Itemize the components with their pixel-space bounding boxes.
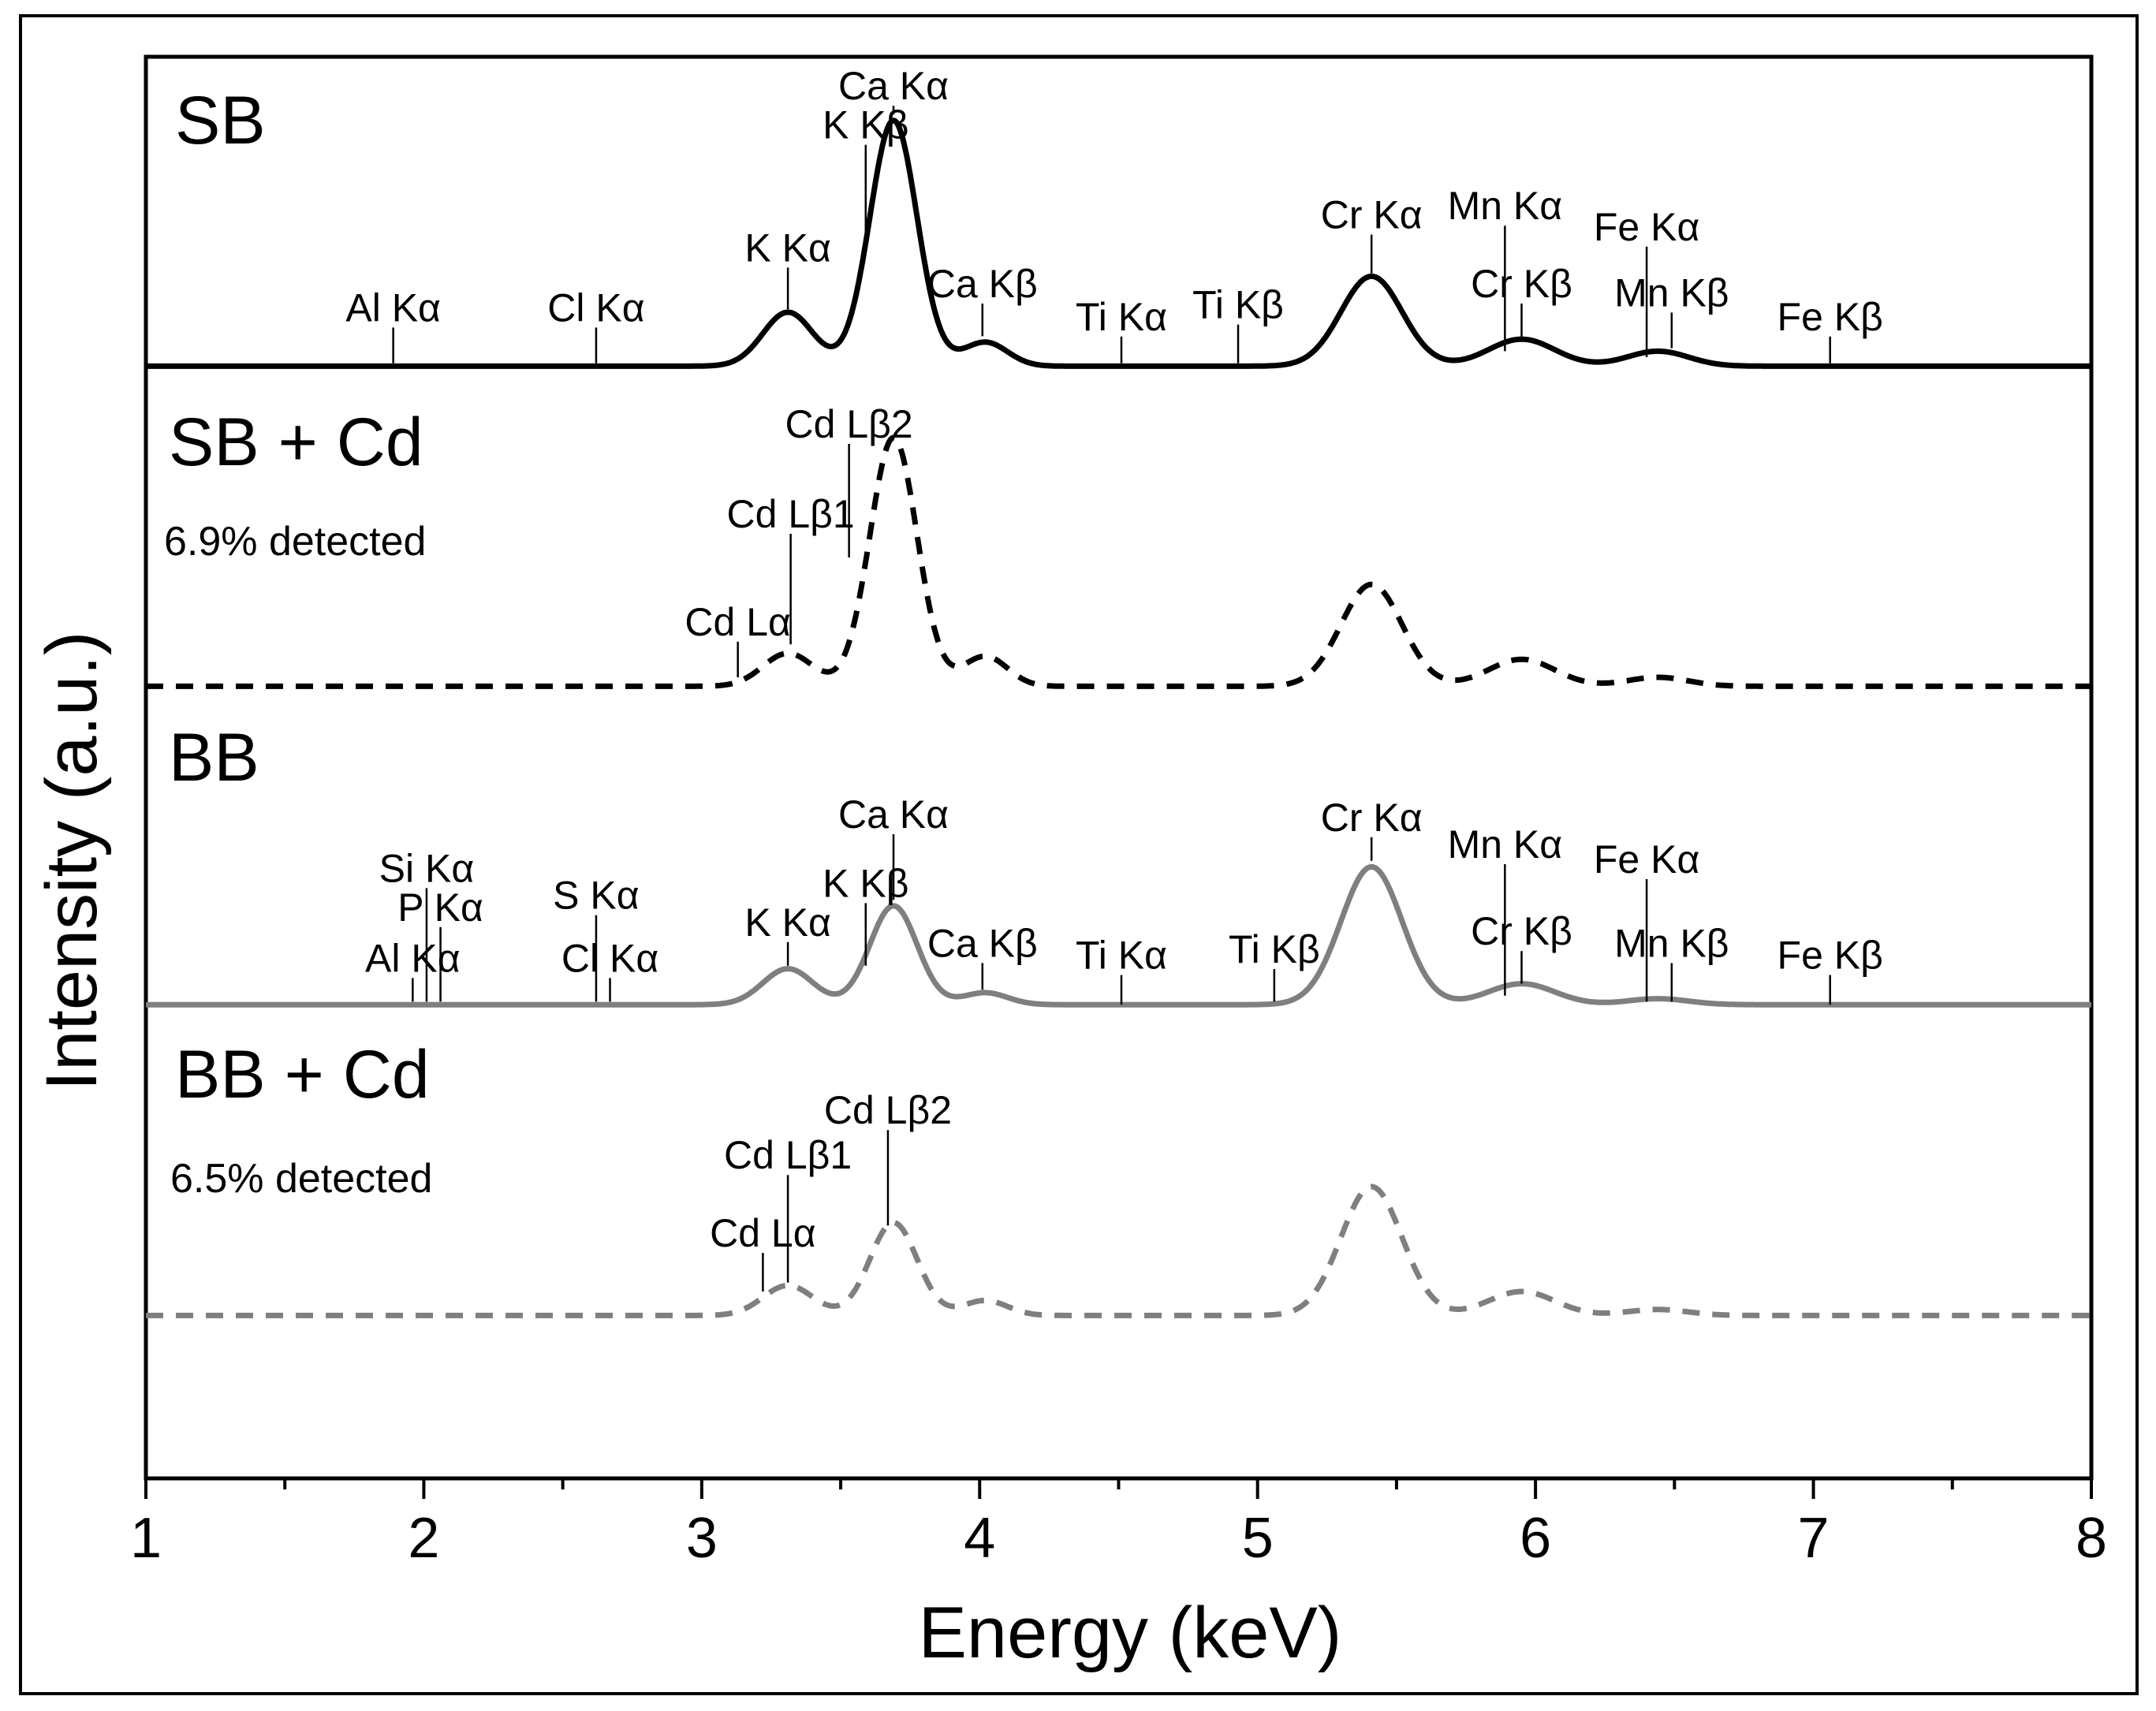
panel-sb-cd: SB + Cd 6.9% detected Cd Lα Cd Lβ1 Cd Lβ2 <box>144 402 2093 689</box>
panel-label: BB <box>169 720 259 796</box>
peak-label: Cl Kα <box>547 285 644 330</box>
peak-label: Cr Kβ <box>1471 909 1572 953</box>
peak-label: Cr Kα <box>1321 796 1423 840</box>
panel-label: SB + Cd <box>169 404 423 480</box>
peak-label: Cr Kα <box>1321 193 1423 237</box>
peak-label: Ti Kα <box>1076 295 1167 339</box>
peak-label: Ti Kβ <box>1229 927 1320 971</box>
y-axis-title: Intensity (a.u.) <box>32 632 112 1091</box>
peak-label: Cd Lβ1 <box>727 492 855 536</box>
peak-label: S Kα <box>553 874 640 918</box>
panel-bb: BB Al Kα Si KαP Kα S Kα Cl Kα K KαK Kβ Ca Kα Ca… <box>144 720 2093 1008</box>
peak-label: P Kα <box>397 885 483 930</box>
peak-label: Al Kα <box>345 285 441 330</box>
detection-note: 6.5% detected <box>170 1156 432 1202</box>
peak-label: K Kβ <box>822 861 908 905</box>
peak-label: Cd Lβ2 <box>785 402 913 446</box>
panel-label: BB + Cd <box>175 1037 430 1113</box>
x-axis-title: Energy (keV) <box>919 1593 1342 1673</box>
detection-note: 6.9% detected <box>164 519 426 565</box>
x-axis: 1 2 3 4 5 6 7 8 <box>130 1478 2107 1570</box>
series-line <box>144 863 2093 1008</box>
x-tick-label: 2 <box>408 1507 439 1570</box>
x-tick-label: 6 <box>1520 1507 1551 1570</box>
peak-label: Cd Lβ1 <box>724 1133 852 1177</box>
series-line <box>144 117 2093 369</box>
peak-label: Ca Kβ <box>927 921 1038 965</box>
series-line <box>144 1184 2093 1318</box>
panel-label: SB <box>175 83 266 158</box>
peak-label: Ti Kα <box>1076 934 1167 978</box>
peak-label: Cr Kβ <box>1471 262 1572 306</box>
x-tick-label: 7 <box>1798 1507 1830 1570</box>
peak-label: Ti Kβ <box>1192 283 1284 327</box>
x-tick-label: 5 <box>1242 1507 1274 1570</box>
peak-label: Ca Kβ <box>927 262 1038 306</box>
x-tick-label: 3 <box>686 1507 718 1570</box>
peak-label: Fe Kα <box>1594 205 1700 249</box>
peak-label: Fe Kβ <box>1777 295 1883 339</box>
peak-label: Fe Kα <box>1594 837 1700 882</box>
peak-label: K Kβ <box>822 103 908 147</box>
x-tick-label: 8 <box>2076 1507 2107 1570</box>
peak-label: Cl Kα <box>561 936 658 980</box>
peak-label: K Kα <box>744 226 831 270</box>
peak-label: Fe Kβ <box>1777 934 1883 978</box>
peak-label: Mn Kβ <box>1614 270 1729 315</box>
peak-label: Cd Lβ2 <box>824 1088 952 1132</box>
peak-label: Cd Lα <box>710 1211 816 1255</box>
x-tick-label: 4 <box>964 1507 995 1570</box>
peak-label: K Kα <box>744 900 831 945</box>
outer-border <box>19 14 2139 1695</box>
peak-label: Mn Kα <box>1448 184 1563 228</box>
series-line <box>144 434 2093 689</box>
peak-label: Ca Kα <box>838 792 949 837</box>
peak-label: Mn Kβ <box>1614 921 1729 965</box>
x-tick-label: 1 <box>130 1507 162 1570</box>
peak-label: Al Kα <box>365 936 461 980</box>
peak-label: Si Kα <box>379 846 475 890</box>
peak-label: Mn Kα <box>1448 822 1563 867</box>
peak-label: Cd Lα <box>684 600 791 644</box>
peak-label: Ca Kα <box>838 64 949 108</box>
